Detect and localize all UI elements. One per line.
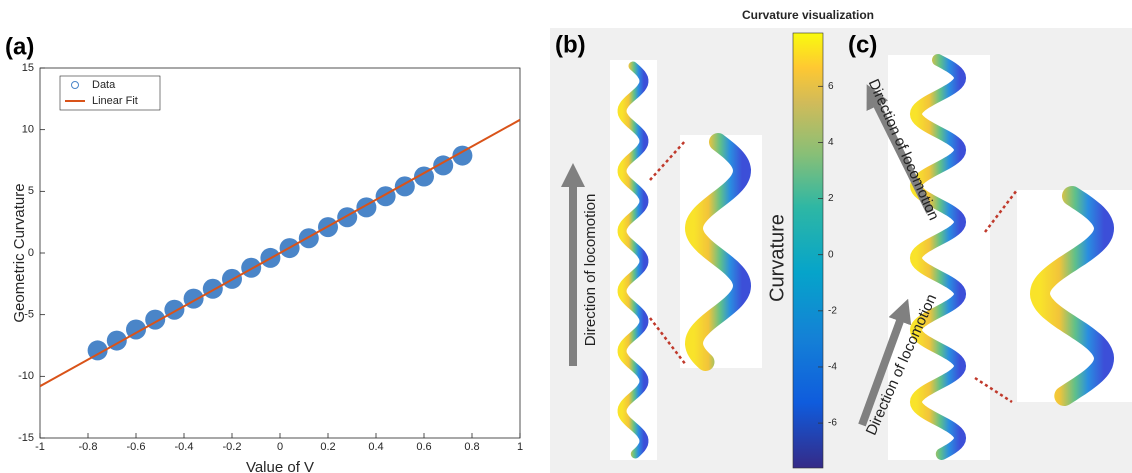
data-point bbox=[126, 319, 146, 340]
data-point bbox=[452, 145, 473, 166]
annotation: Direction of locomotion bbox=[582, 194, 599, 347]
fit-line bbox=[40, 118, 520, 388]
y-tick-label: 10 bbox=[22, 124, 34, 136]
x-tick-label: 0 bbox=[277, 441, 283, 453]
legend-marker bbox=[71, 81, 79, 89]
data-point bbox=[164, 299, 185, 320]
colorbar-tick-label: 4 bbox=[828, 137, 834, 148]
zoom-connectors bbox=[649, 139, 1018, 404]
data-point bbox=[298, 228, 319, 249]
x-tick-label: 0.6 bbox=[416, 441, 431, 453]
legend-label: Data bbox=[92, 79, 116, 91]
data-point bbox=[202, 278, 223, 299]
colorbar-tick-label: -6 bbox=[828, 418, 837, 429]
panel-label: (b) bbox=[555, 31, 586, 58]
worm bbox=[1029, 186, 1115, 406]
panel-label: (c) bbox=[848, 31, 877, 58]
x-tick-label: 0.8 bbox=[464, 441, 479, 453]
x-tick-label: 1 bbox=[517, 441, 523, 453]
y-tick-label: -15 bbox=[18, 432, 34, 444]
colorbar bbox=[792, 32, 824, 469]
x-tick-label: 0.2 bbox=[320, 441, 335, 453]
x-tick-label: -1 bbox=[35, 441, 45, 453]
colorbar-tick-label: -2 bbox=[828, 305, 837, 316]
y-tick-label: 5 bbox=[28, 185, 34, 197]
colorbar-label: Curvature bbox=[766, 214, 788, 302]
colorbar-title: Curvature visualization bbox=[742, 8, 874, 22]
y-axis-label: Geometric Curvature bbox=[11, 183, 28, 322]
y-tick-label: -10 bbox=[18, 370, 34, 382]
data-point bbox=[87, 340, 108, 361]
worm-frame bbox=[888, 55, 990, 460]
x-axis-label: Value of V bbox=[246, 459, 314, 473]
arrows bbox=[561, 84, 934, 427]
colorbar-tick-label: 6 bbox=[828, 81, 834, 92]
worm bbox=[617, 61, 649, 459]
data-point bbox=[414, 166, 434, 187]
colorbar-tick-label: -4 bbox=[828, 362, 837, 373]
y-tick-label: -5 bbox=[24, 309, 34, 321]
colorbar-tick-label: 0 bbox=[828, 249, 834, 260]
legend-label: Linear Fit bbox=[92, 95, 138, 107]
colorbar-tick-label: 2 bbox=[828, 193, 834, 204]
plot-area bbox=[40, 118, 520, 388]
x-tick-label: -0.6 bbox=[127, 441, 146, 453]
data-point bbox=[337, 207, 358, 228]
worm bbox=[909, 54, 967, 460]
x-tick-label: 0.4 bbox=[368, 441, 383, 453]
y-tick-label: 15 bbox=[22, 62, 34, 74]
data-point bbox=[375, 186, 396, 207]
x-tick-label: -0.2 bbox=[223, 441, 242, 453]
panel-label: (a) bbox=[5, 33, 34, 60]
x-tick-label: -0.8 bbox=[79, 441, 98, 453]
y-tick-label: 0 bbox=[28, 247, 34, 259]
data-point bbox=[241, 257, 262, 278]
x-tick-label: -0.4 bbox=[175, 441, 194, 453]
worm bbox=[684, 133, 752, 371]
